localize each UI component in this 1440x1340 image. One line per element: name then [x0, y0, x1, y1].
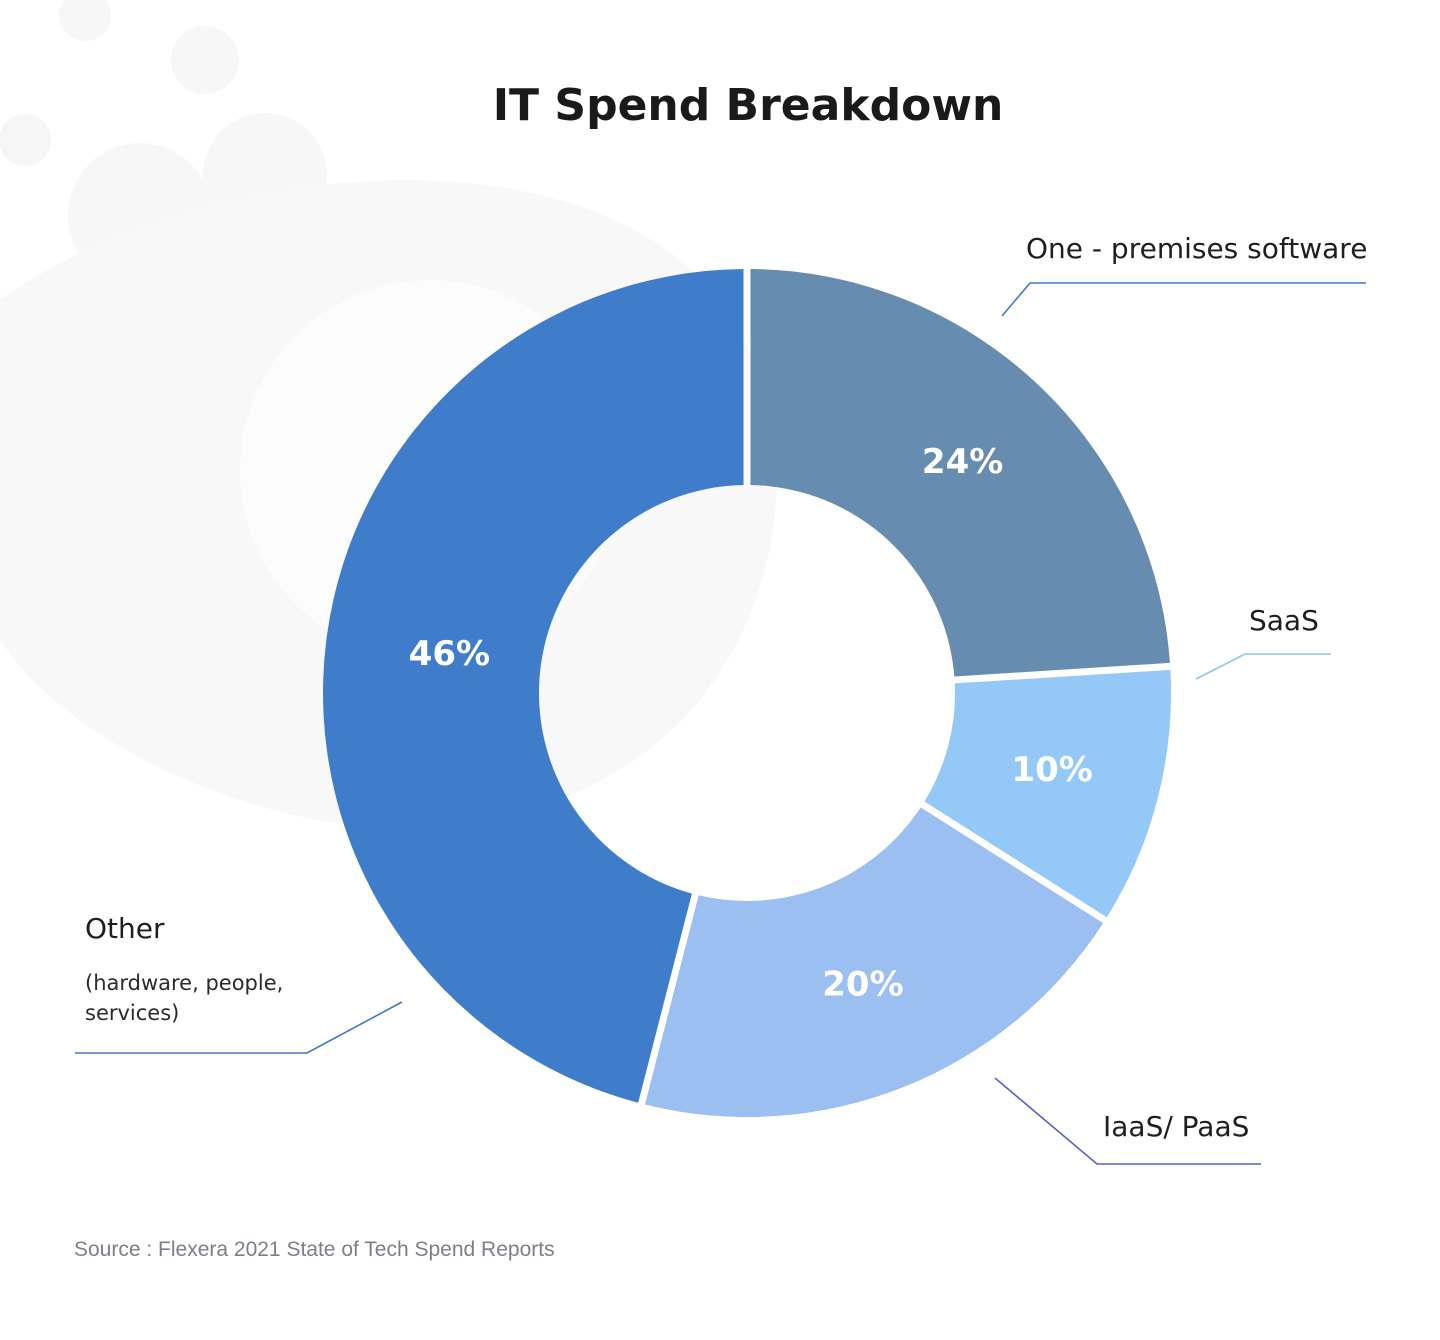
category-label-on-premises: One - premises software: [1026, 232, 1368, 265]
category-label-saas: SaaS: [1249, 604, 1319, 637]
value-label-saas: 10%: [1011, 750, 1092, 790]
leader-line-iaas-paas: [994, 1077, 1261, 1165]
category-label-iaas-paas: IaaS/ PaaS: [1103, 1110, 1250, 1143]
value-label-iaas-paas: 20%: [822, 964, 903, 1004]
leader-line-saas: [1195, 653, 1331, 680]
leader-line-other: [75, 1001, 403, 1054]
donut-slice-saas: [924, 669, 1171, 918]
chart-title: IT Spend Breakdown: [492, 80, 1004, 131]
value-label-other: 46%: [409, 634, 490, 674]
value-label-on-premises: 24%: [922, 442, 1003, 482]
donut-slice-other: [322, 269, 744, 1103]
donut-slice-on-premises: [750, 269, 1170, 677]
source-note: Source : Flexera 2021 State of Tech Spen…: [74, 1238, 555, 1261]
donut-slice-iaas-paas: [644, 807, 1104, 1117]
category-label-other: Other: [85, 912, 165, 945]
leader-line-on-premises: [1001, 282, 1366, 317]
category-sublabel-other: (hardware, people, services): [85, 971, 284, 1025]
